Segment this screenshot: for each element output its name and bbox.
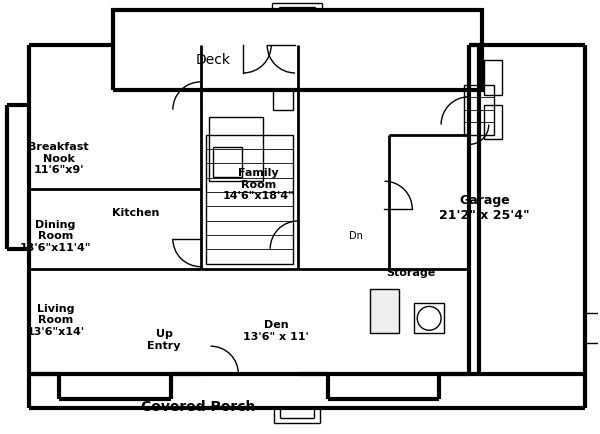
Bar bbox=[484, 105, 502, 139]
Bar bbox=[484, 60, 502, 95]
Bar bbox=[414, 303, 444, 333]
Text: Deck: Deck bbox=[196, 53, 231, 66]
Text: Covered Porch: Covered Porch bbox=[142, 400, 256, 414]
Bar bbox=[206, 135, 293, 264]
Text: Garage
21'2" x 25'4": Garage 21'2" x 25'4" bbox=[439, 194, 530, 222]
Text: Dining
Room
13'6"x11'4": Dining Room 13'6"x11'4" bbox=[20, 220, 91, 253]
Text: Dn: Dn bbox=[349, 231, 362, 241]
Bar bbox=[209, 117, 263, 181]
Text: Kitchen: Kitchen bbox=[112, 208, 160, 218]
Text: Up
Entry: Up Entry bbox=[148, 329, 181, 351]
Text: Den
13'6" x 11': Den 13'6" x 11' bbox=[243, 320, 309, 342]
Text: Family
Room
14'6"x18'4": Family Room 14'6"x18'4" bbox=[223, 168, 294, 201]
Text: Living
Room
13'6"x14': Living Room 13'6"x14' bbox=[26, 304, 85, 337]
Bar bbox=[370, 289, 400, 333]
Text: Breakfast
Nook
11'6"x9': Breakfast Nook 11'6"x9' bbox=[28, 142, 89, 175]
Text: Storage: Storage bbox=[386, 268, 436, 278]
Bar bbox=[273, 90, 293, 110]
Bar bbox=[464, 85, 494, 135]
Bar bbox=[212, 148, 242, 177]
